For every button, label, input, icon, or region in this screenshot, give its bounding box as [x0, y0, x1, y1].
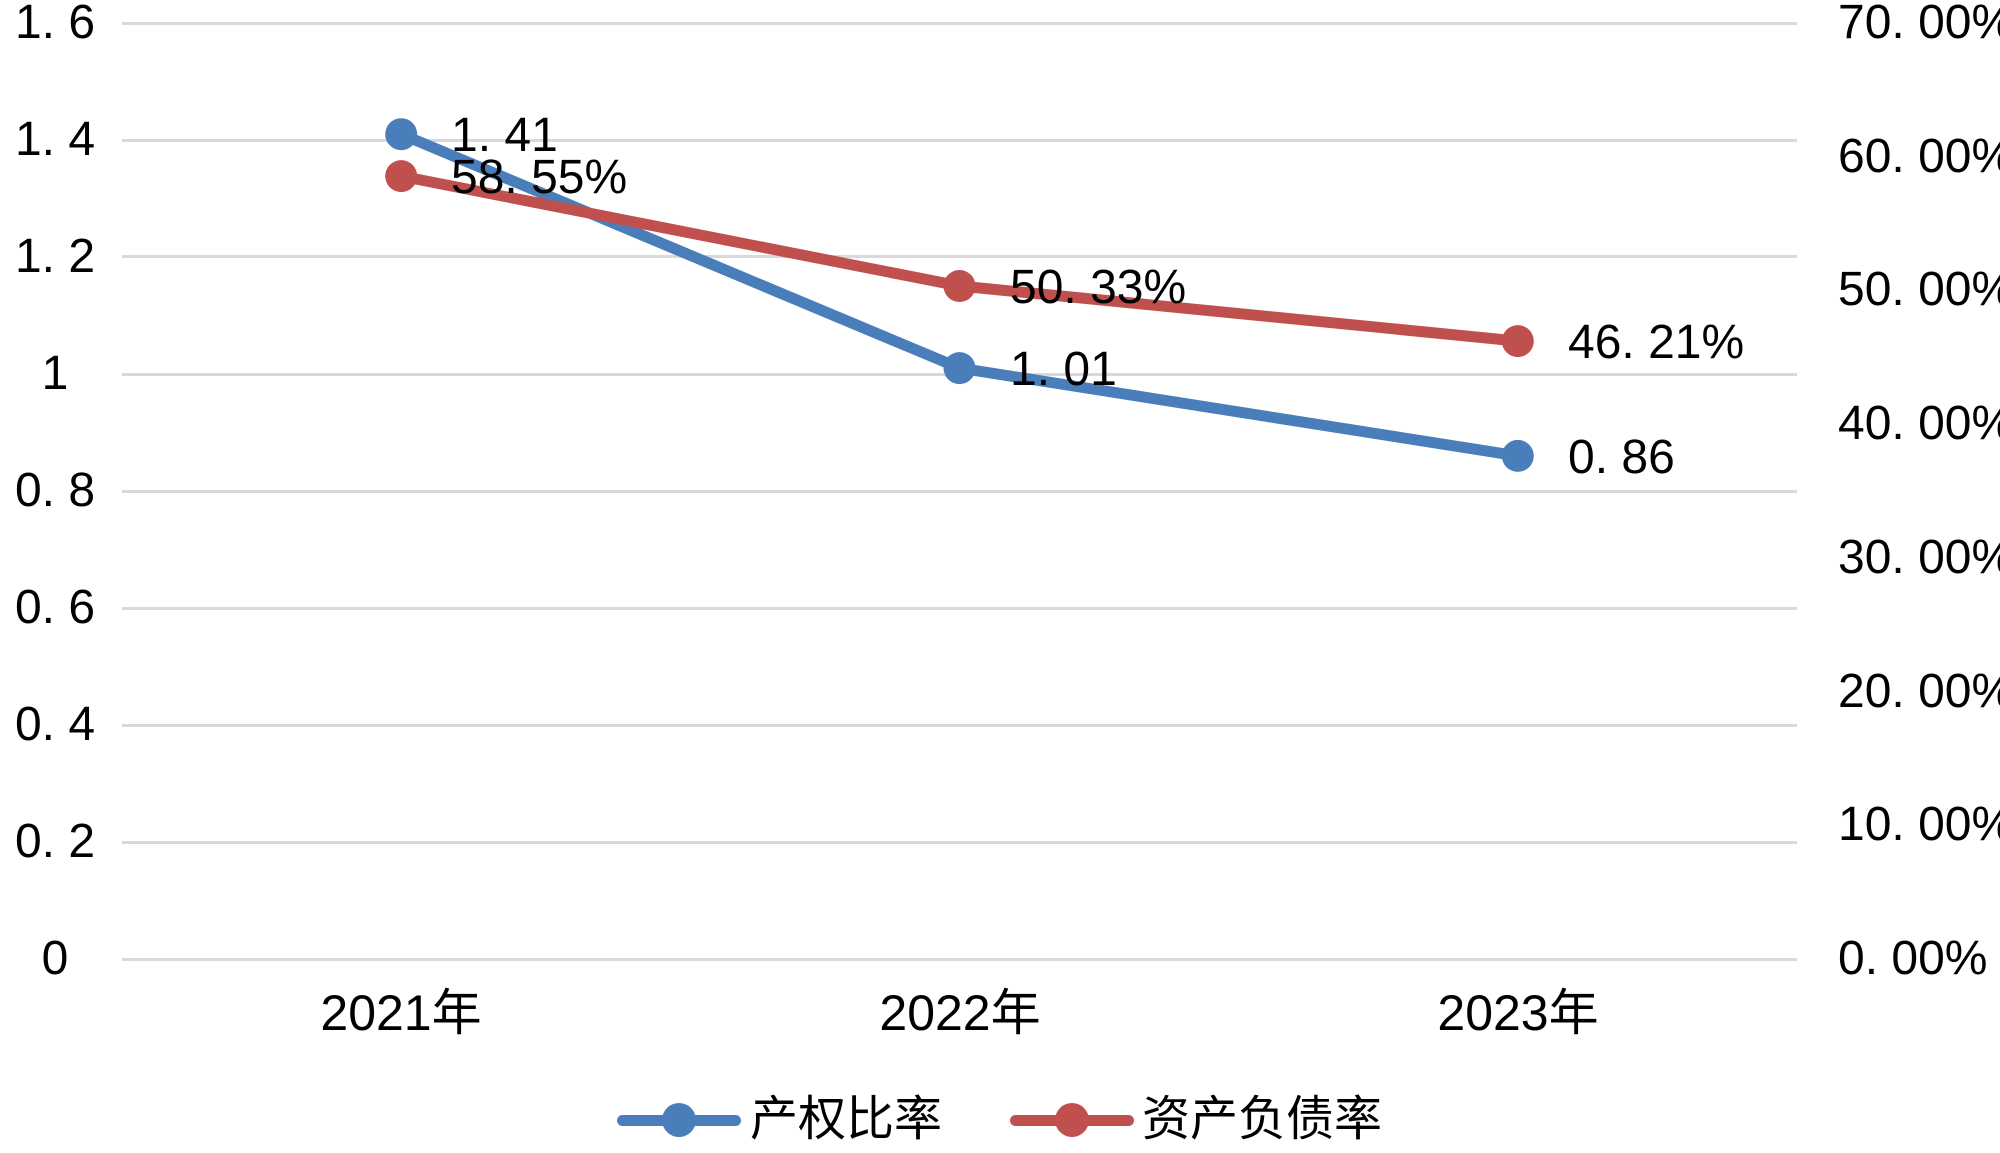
legend-marker-dot — [662, 1103, 696, 1137]
data-point-label: 58. 55% — [451, 151, 628, 204]
data-point-label: 46. 21% — [1568, 316, 1745, 369]
gridline — [122, 255, 1797, 258]
right-axis-tick-label: 10. 00% — [1838, 798, 2000, 851]
left-axis-tick-label: 0 — [41, 932, 69, 985]
left-axis-tick-label: 0. 6 — [14, 581, 96, 634]
legend-item-label: 资产负债率 — [1142, 1093, 1383, 1146]
right-axis-tick-label: 70. 00% — [1838, 0, 2000, 49]
gridline — [122, 958, 1797, 961]
right-axis-tick-label: 0. 00% — [1838, 932, 1988, 985]
gridline — [122, 724, 1797, 727]
left-axis-tick-label: 1. 4 — [14, 113, 96, 166]
data-point-marker — [385, 118, 418, 151]
data-point-marker — [943, 352, 976, 385]
left-axis-tick-label: 0. 4 — [14, 698, 96, 751]
gridline — [122, 841, 1797, 844]
right-axis-tick-label: 60. 00% — [1838, 130, 2000, 183]
left-axis-tick-label: 0. 2 — [14, 815, 96, 868]
data-point-marker — [943, 270, 976, 302]
legend-marker-dot — [1055, 1103, 1089, 1137]
data-point-label: 1. 41 — [451, 109, 558, 162]
x-axis-category-label: 2022年 — [879, 985, 1041, 1041]
data-point-label: 0. 86 — [1568, 431, 1675, 484]
data-point-label: 1. 01 — [1010, 343, 1117, 396]
data-point-marker — [1501, 439, 1534, 472]
gridline — [122, 139, 1797, 142]
data-point-label: 50. 33% — [1010, 261, 1187, 314]
gridline — [122, 490, 1797, 493]
data-point-marker — [1501, 325, 1534, 358]
gridline — [122, 607, 1797, 610]
right-axis-tick-label: 40. 00% — [1838, 397, 2000, 450]
right-axis-tick-label: 30. 00% — [1838, 531, 2000, 584]
left-axis-tick-label: 1. 2 — [14, 230, 96, 283]
x-axis-category-label: 2023年 — [1437, 985, 1599, 1041]
left-axis-tick-label: 1 — [41, 347, 69, 400]
legend-item-label: 产权比率 — [750, 1093, 943, 1146]
data-point-marker — [385, 160, 418, 193]
left-axis-tick-label: 0. 8 — [14, 464, 96, 517]
gridline — [122, 22, 1797, 25]
right-axis-tick-label: 20. 00% — [1838, 665, 2000, 718]
right-axis-tick-label: 50. 00% — [1838, 263, 2000, 316]
x-axis-category-label: 2021年 — [320, 985, 482, 1041]
left-axis-tick-label: 1. 6 — [14, 0, 96, 49]
